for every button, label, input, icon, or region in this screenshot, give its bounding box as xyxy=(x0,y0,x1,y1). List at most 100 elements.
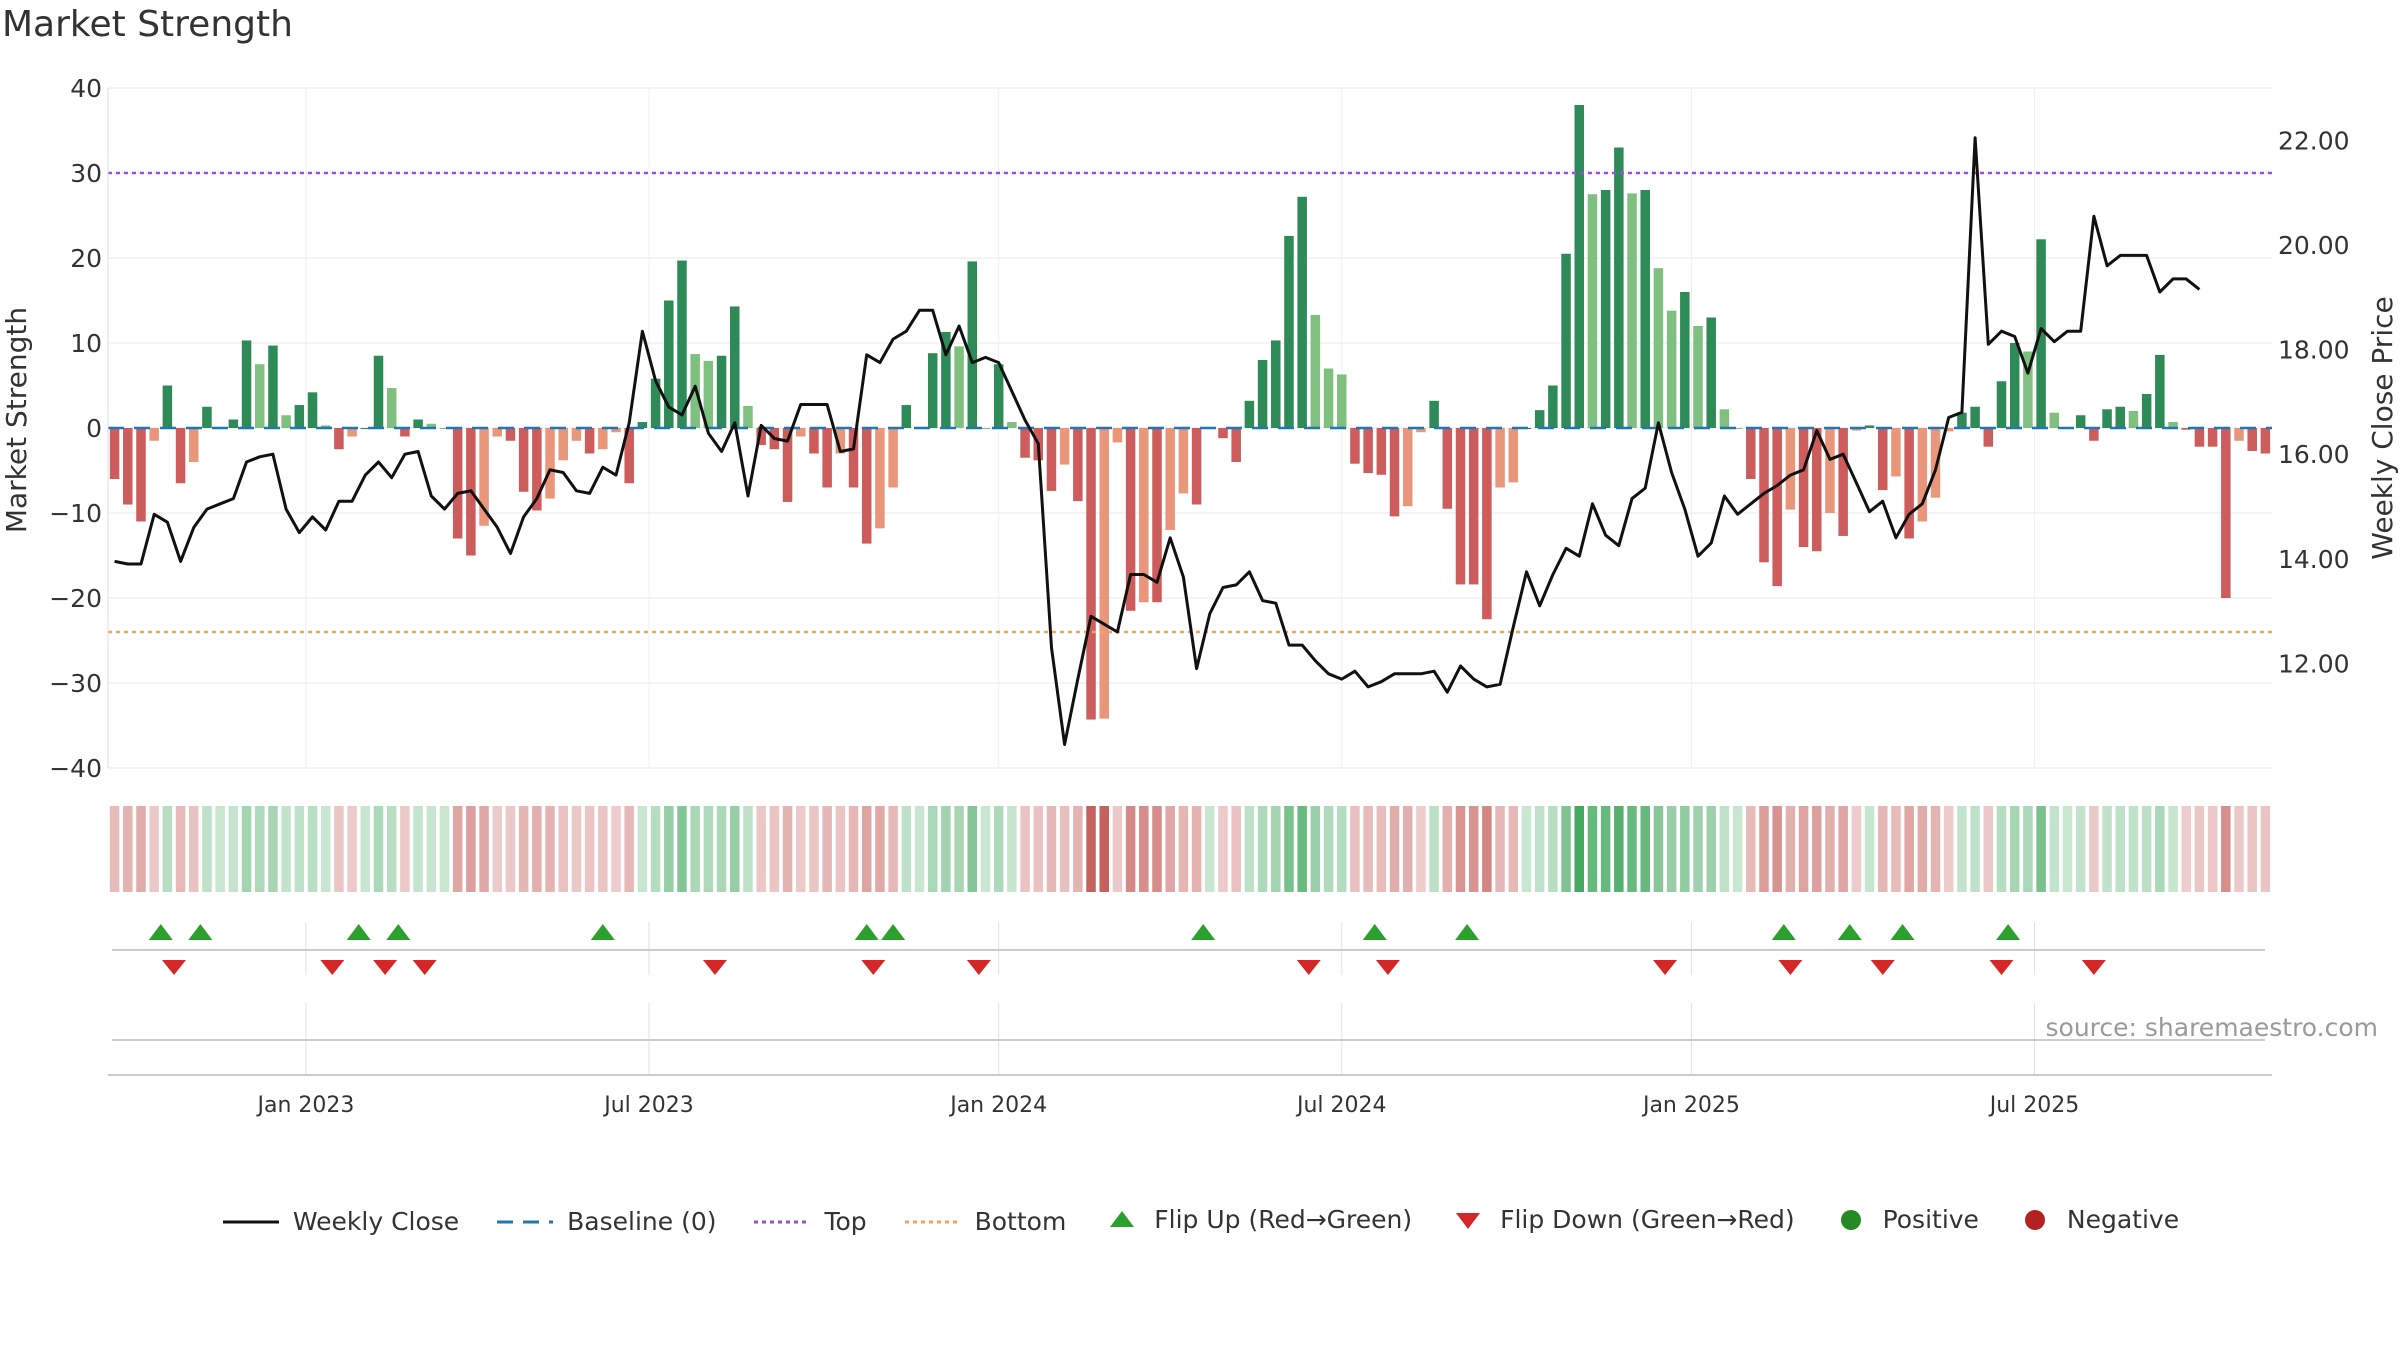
strength-bar xyxy=(1746,428,1756,479)
heat-cell xyxy=(479,806,489,892)
y2-tick-label: 20.00 xyxy=(2278,231,2350,260)
legend-label: Baseline (0) xyxy=(567,1207,717,1236)
flip-markers xyxy=(148,924,2106,975)
strength-bar xyxy=(2023,351,2033,428)
strength-bar xyxy=(2009,343,2020,428)
legend-label: Top xyxy=(824,1207,867,1236)
strength-bar xyxy=(1877,428,1888,491)
strength-bar xyxy=(611,428,621,433)
strength-bar xyxy=(1719,409,1730,428)
top-dot-icon xyxy=(754,1220,811,1223)
strength-bar xyxy=(492,428,503,437)
heat-strip xyxy=(109,806,2271,892)
flip-down-marker xyxy=(1989,960,2014,975)
strength-bar xyxy=(1376,428,1387,475)
heat-cell xyxy=(1244,806,1255,892)
heat-cell xyxy=(1864,806,1875,892)
red-circle-icon xyxy=(2024,1209,2045,1230)
heat-cell xyxy=(426,806,437,892)
strength-bar xyxy=(795,428,806,437)
heat-cell xyxy=(1495,806,1505,892)
strength-bar xyxy=(1838,428,1848,536)
flip-down-marker xyxy=(1375,960,1400,975)
heat-cell xyxy=(2207,806,2218,892)
strength-bar xyxy=(1218,428,1228,439)
heat-cell xyxy=(993,806,1004,892)
heat-cell xyxy=(1336,806,1347,892)
chart-title: Market Strength xyxy=(2,4,293,45)
heat-cell xyxy=(650,806,661,892)
strength-bar xyxy=(2102,409,2112,428)
strength-bar xyxy=(452,428,463,539)
heat-cell xyxy=(2075,806,2086,892)
heat-cell xyxy=(1719,806,1730,892)
heat-cell xyxy=(189,806,199,892)
legend-label: Positive xyxy=(1882,1205,1979,1234)
strength-bar xyxy=(1680,292,1690,428)
heat-cell xyxy=(1165,806,1175,892)
heat-cell xyxy=(2247,806,2257,892)
heat-cell xyxy=(1007,806,1017,892)
heat-cell xyxy=(452,806,463,892)
heat-cell xyxy=(1152,806,1162,892)
legend-weekly-close: Weekly Close xyxy=(221,1207,459,1236)
heat-cell xyxy=(334,806,344,892)
strength-bar xyxy=(650,378,661,428)
heat-cell xyxy=(1930,806,1941,892)
triangle-up-icon xyxy=(1110,1210,1135,1227)
strength-bar xyxy=(1825,428,1835,513)
heat-cell xyxy=(861,806,872,892)
heat-cell xyxy=(1877,806,1888,892)
y-tick-label: −20 xyxy=(49,584,102,613)
grid-lines xyxy=(108,87,2272,1075)
strength-bar xyxy=(598,428,608,450)
strength-bar xyxy=(1323,368,1334,428)
strength-bar xyxy=(109,428,120,479)
y2-tick-label: 14.00 xyxy=(2278,545,2350,574)
strength-bar xyxy=(2168,422,2178,428)
flip-up-marker xyxy=(1362,924,1387,940)
heat-cell xyxy=(1046,806,1057,892)
y-tick-label: −10 xyxy=(49,499,102,528)
legend-flip-down: Flip Down (Green→Red) xyxy=(1448,1205,1795,1234)
heat-cell xyxy=(307,806,318,892)
strength-bar xyxy=(1271,340,1281,428)
heat-cell xyxy=(730,806,740,892)
x-tick-label: Jan 2024 xyxy=(948,1093,1047,1118)
heat-cell xyxy=(1178,806,1189,892)
heat-cell xyxy=(598,806,608,892)
strength-bar xyxy=(2181,428,2191,430)
strength-bar xyxy=(1416,428,1426,433)
flip-down-marker xyxy=(320,960,345,975)
heat-cell xyxy=(848,806,859,892)
heat-cell xyxy=(558,806,568,892)
strength-bar xyxy=(479,428,489,526)
heat-cell xyxy=(123,806,133,892)
y2-tick-label: 22.00 xyxy=(2278,126,2350,155)
heat-cell xyxy=(386,806,397,892)
strength-bar xyxy=(149,428,159,441)
y-axis-label: Market Strength xyxy=(0,307,33,533)
close-series xyxy=(114,136,2201,746)
heat-cell xyxy=(1099,806,1109,892)
heat-cell xyxy=(875,806,885,892)
flip-down-marker xyxy=(966,960,991,975)
flip-down-marker xyxy=(373,960,398,975)
strength-bar xyxy=(1534,410,1545,428)
strength-bar xyxy=(1244,400,1255,428)
strength-bar xyxy=(2075,415,2086,428)
strength-bar xyxy=(1627,193,1637,428)
legend-negative: Negative xyxy=(2015,1205,2179,1234)
heat-cell xyxy=(1732,806,1743,892)
strength-bar xyxy=(809,428,819,454)
heat-cell xyxy=(743,806,753,892)
heat-cell xyxy=(1284,806,1294,892)
heat-cell xyxy=(1534,806,1545,892)
strength-bar xyxy=(123,428,133,505)
heat-cell xyxy=(1402,806,1413,892)
strength-bar xyxy=(320,425,331,428)
strength-bar xyxy=(1943,428,1954,432)
flip-up-marker xyxy=(1890,924,1915,940)
heat-cell xyxy=(1363,806,1373,892)
strength-bar xyxy=(2207,428,2218,447)
